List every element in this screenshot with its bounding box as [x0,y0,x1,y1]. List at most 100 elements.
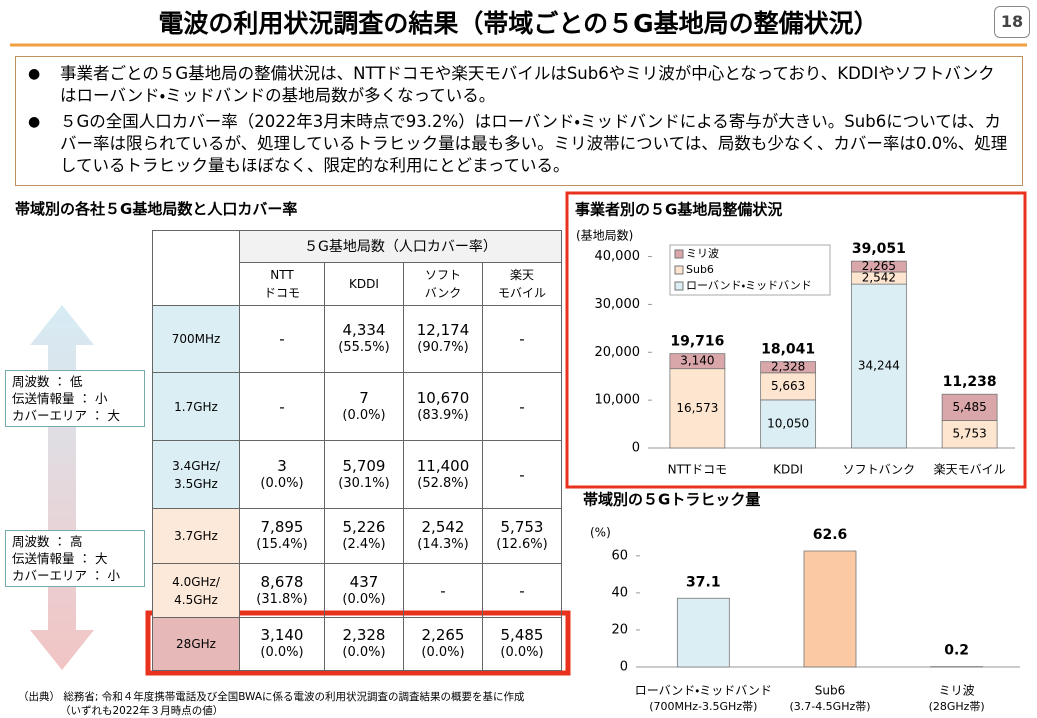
x-tick-note: (700MHz-3.5GHz帯) [649,700,757,713]
value-label: 0.2 [944,643,969,659]
table-cell: 7(0.0%) [325,373,404,441]
y-axis-label: (基地局数) [576,228,633,243]
table-cell: 7,895(15.4%) [240,509,325,564]
table-cell: 2,265(0.0%) [404,618,483,671]
y-axis-label: (%) [590,526,611,540]
table-cell: - [483,306,562,373]
page-number: 18 [994,6,1030,38]
table-cell: 5,485(0.0%) [483,618,562,671]
page-title: 電波の利用状況調査の結果（帯域ごとの５G基地局の整備状況） [0,4,1037,40]
legend-label: ローバンド・ミッドバンド [686,279,812,292]
y-tick-label: 40 [611,585,628,600]
legend-swatch [675,250,683,258]
legend-label: ミリ波 [686,247,719,260]
y-tick-label: 0 [632,441,640,456]
table-cell: 10,670(83.9%) [404,373,483,441]
coverage: (0.0%) [325,407,403,425]
station-count: 437 [325,573,403,591]
station-count: - [404,582,482,600]
group-header: ５G基地局数（人口カバー率） [240,231,562,263]
x-tick-note: (3.7-4.5GHz帯) [789,700,870,713]
x-tick-label: ミリ波 [939,684,975,698]
source-note: （いずれも2022年３月時点の値） [60,703,223,718]
station-count: - [240,330,324,348]
coverage: (55.5%) [325,339,403,357]
total-label: 39,051 [852,241,906,257]
x-tick-label: ローバンド・ミッドバンド [635,684,772,698]
y-tick-label: 20 [611,622,628,637]
table-cell: - [240,306,325,373]
legend-label: Sub6 [686,263,714,276]
station-count: 10,670 [404,389,482,407]
x-tick-label: Sub6 [815,684,845,698]
table-row: ５G基地局数（人口カバー率） [153,231,562,263]
coverage: (0.0%) [325,591,403,609]
total-label: 11,238 [943,374,997,390]
summary-box: 事業者ごとの５G基地局の整備状況は、NTTドコモや楽天モバイルはSub6やミリ波… [15,56,1023,186]
coverage: (0.0%) [483,644,561,662]
total-label: 19,716 [670,334,724,350]
table-cell: - [483,373,562,441]
side-label: 周波数 ： 低 伝送情報量 ： 小 カバーエリア ： 大 [5,370,145,427]
value-label: 5,753 [952,427,986,441]
station-count: 5,709 [325,457,403,475]
table-cell: 3,140(0.0%) [240,618,325,671]
station-count: 2,542 [404,518,482,536]
coverage: (90.7%) [404,339,482,357]
coverage: (0.0%) [325,644,403,662]
y-tick-label: 10,000 [595,393,641,408]
x-tick-label: KDDI [773,463,803,477]
x-tick-label: NTTドコモ [668,463,727,477]
x-tick-label: 楽天モバイル [934,463,1006,477]
x-tick-label: ソフトバンク [843,463,916,477]
table-cell: 2,328(0.0%) [325,618,404,671]
station-count: 5,485 [483,626,561,644]
table-cell: 11,400(52.8%) [404,441,483,509]
y-tick-label: 20,000 [595,345,641,360]
section-title: 帯域別の各社５G基地局数と人口カバー率 [15,198,297,219]
band-cell: 4.0GHz/ 4.5GHz [153,564,240,618]
station-count: - [483,582,561,600]
coverage: (31.8%) [240,591,324,609]
value-label: 5,663 [771,379,805,393]
value-label: 2,328 [771,360,805,374]
source-note: （出典） 総務省; 令和４年度携帯電話及び全国BWAに係る電波の利用状況調査の調… [18,689,525,704]
table-cell: - [404,564,483,618]
station-count: 11,400 [404,457,482,475]
station-count: 12,174 [404,321,482,339]
column-header: KDDI [325,263,404,306]
coverage: (15.4%) [240,536,324,554]
table-cell: 4,334(55.5%) [325,306,404,373]
station-count: - [483,330,561,348]
band-cell: 3.4GHz/ 3.5GHz [153,441,240,509]
table-cell: 5,226(2.4%) [325,509,404,564]
coverage: (12.6%) [483,536,561,554]
y-tick-label: 40,000 [595,249,641,264]
table-cell: 5,709(30.1%) [325,441,404,509]
station-count: 8,678 [240,573,324,591]
coverage: (0.0%) [240,644,324,662]
value-label: 34,244 [858,359,900,373]
station-count: 7,895 [240,518,324,536]
coverage: (0.0%) [240,475,324,493]
value-label: 62.6 [813,527,848,543]
y-tick-label: 30,000 [595,297,641,312]
station-count: 3 [240,457,324,475]
table-cell: - [240,373,325,441]
x-tick-note: (28GHz帯) [929,700,985,713]
table-cell: - [483,564,562,618]
bar [677,598,729,667]
band-cell: 3.7GHz [153,509,240,564]
coverage: (0.0%) [404,644,482,662]
table-cell: 3(0.0%) [240,441,325,509]
table-cell: 12,174(90.7%) [404,306,483,373]
station-count: 2,265 [404,626,482,644]
value-label: 2,265 [862,259,896,273]
bullet: 事業者ごとの５G基地局の整備状況は、NTTドコモや楽天モバイルはSub6やミリ波… [60,63,1008,107]
value-label: 37.1 [686,574,721,590]
table-cell: 437(0.0%) [325,564,404,618]
value-label: 5,485 [952,400,986,414]
coverage: (52.8%) [404,475,482,493]
